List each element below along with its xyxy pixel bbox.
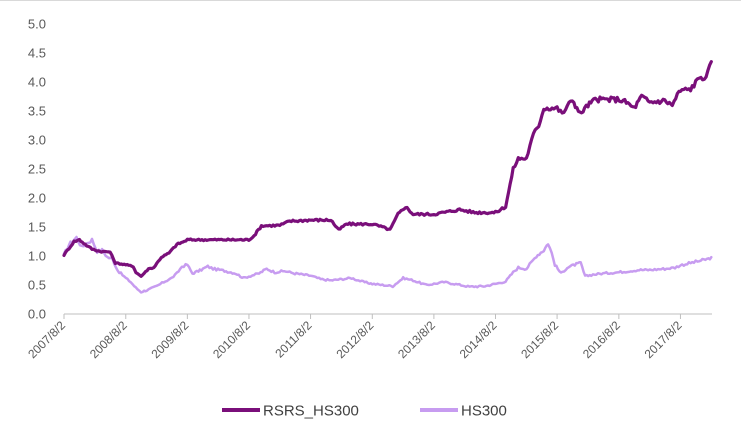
x-tick-label: 2015/8/2	[518, 318, 561, 361]
y-tick-label: 3.0	[28, 133, 46, 148]
x-tick-label: 2012/8/2	[333, 318, 376, 361]
x-tick-label: 2009/8/2	[149, 318, 192, 361]
y-tick-label: 1.0	[28, 249, 46, 264]
x-tick-label: 2017/8/2	[642, 318, 685, 361]
y-tick-label: 2.0	[28, 191, 46, 206]
legend-label: RSRS_HS300	[263, 403, 359, 420]
x-tick-label: 2013/8/2	[395, 318, 438, 361]
x-tick-label: 2010/8/2	[210, 318, 253, 361]
chart-frame-top-border	[0, 0, 741, 1]
x-tick-label: 2007/8/2	[25, 318, 68, 361]
x-axis: 2007/8/2 2008/8/2 2009/8/2 2010/8/2 2011/8/2…	[25, 313, 712, 361]
y-tick-label: 2.5	[28, 162, 46, 177]
x-tick-label: 2016/8/2	[580, 318, 623, 361]
y-axis: 0.0 0.5 1.0 1.5 2.0 2.5 3.0 3.5 4.0 4.5 5.0	[28, 17, 46, 322]
y-tick-label: 5.0	[28, 17, 46, 32]
series-line-rsrs-hs300	[62, 60, 713, 278]
y-tick-label: 4.5	[28, 46, 46, 61]
x-tick-label: 2008/8/2	[87, 318, 130, 361]
series-line-hs300	[62, 235, 713, 294]
series-layer	[62, 60, 713, 294]
legend: RSRS_HS300 HS300	[222, 403, 507, 420]
y-tick-label: 1.5	[28, 220, 46, 235]
y-tick-label: 0.5	[28, 278, 46, 293]
y-tick-label: 0.0	[28, 307, 46, 322]
x-tick-label: 2014/8/2	[457, 318, 500, 361]
x-tick-label: 2011/8/2	[272, 318, 315, 361]
legend-label: HS300	[461, 403, 507, 420]
y-tick-label: 4.0	[28, 75, 46, 90]
y-tick-label: 3.5	[28, 104, 46, 119]
